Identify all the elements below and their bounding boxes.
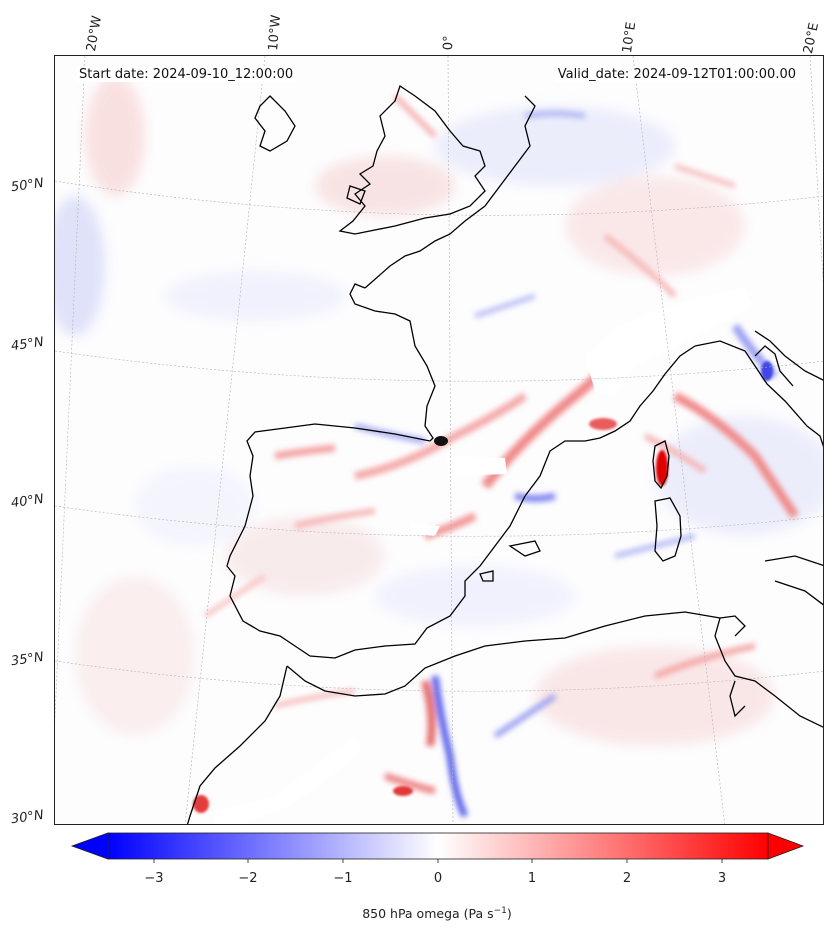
map-panel bbox=[54, 55, 824, 825]
longitude-label-0: 0° bbox=[441, 35, 457, 51]
colorbar-tick-label: 1 bbox=[527, 871, 537, 886]
colorbar-label-end: ) bbox=[506, 906, 512, 922]
omega-field-broad bbox=[55, 76, 823, 746]
colorbar bbox=[70, 832, 805, 863]
colorbar-extend-low bbox=[70, 832, 109, 860]
colorbar-label-main: 850 hPa omega (Pa s bbox=[362, 906, 494, 922]
latitude-label-30n: 30°N bbox=[10, 807, 45, 828]
latitude-label-40n: 40°N bbox=[10, 491, 45, 512]
colorbar-tick-marks bbox=[153, 859, 723, 863]
colorbar-label: 850 hPa omega (Pa s−1) bbox=[362, 906, 512, 921]
coastlines bbox=[186, 84, 823, 824]
omega-field-map bbox=[55, 56, 823, 824]
omega-maxima bbox=[193, 361, 773, 813]
colorbar-tick-label: 2 bbox=[622, 871, 632, 886]
start-date-label: Start date: 2024-09-10_12:00:00 bbox=[76, 67, 297, 82]
colorbar-gradient bbox=[107, 832, 769, 860]
longitude-label-10w: 10°W bbox=[266, 14, 285, 52]
colorbar-extend-high bbox=[767, 832, 805, 860]
graticule bbox=[55, 56, 823, 824]
valid-date-label: Valid_date: 2024-09-12T01:00:00.00 bbox=[554, 67, 799, 82]
omega-field-bands bbox=[203, 93, 799, 818]
colorbar-tick-label: −2 bbox=[238, 871, 258, 886]
latitude-label-35n: 35°N bbox=[10, 649, 45, 670]
longitude-label-20e: 20°E bbox=[801, 21, 823, 56]
colorbar-tick-label: −1 bbox=[333, 871, 353, 886]
longitude-label-10e: 10°E bbox=[620, 21, 640, 55]
masked-regions bbox=[215, 288, 753, 824]
colorbar-tick-label: 0 bbox=[433, 871, 443, 886]
colorbar-tick-label: −3 bbox=[144, 871, 164, 886]
colorbar-tick-label: 3 bbox=[717, 871, 727, 886]
latitude-label-45n: 45°N bbox=[10, 334, 45, 355]
colorbar-label-exponent: −1 bbox=[493, 906, 507, 916]
station-marker bbox=[434, 436, 448, 446]
longitude-label-20w: 20°W bbox=[84, 14, 106, 53]
latitude-label-50n: 50°N bbox=[10, 175, 45, 196]
